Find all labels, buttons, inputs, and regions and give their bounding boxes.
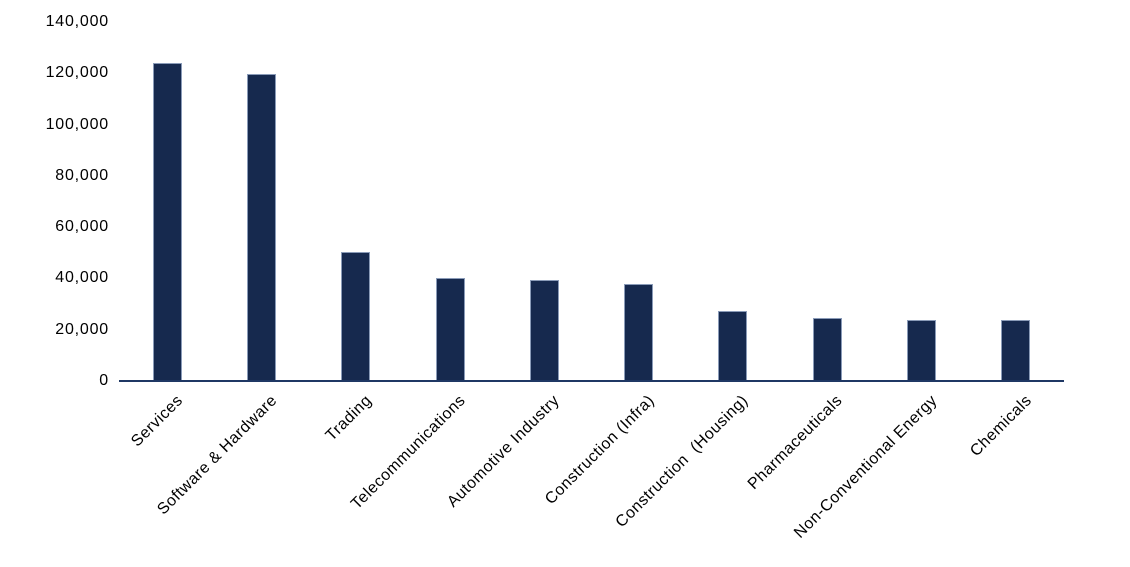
bar bbox=[529, 280, 559, 381]
y-axis-tick-label: 100,000 bbox=[45, 115, 109, 133]
y-axis-tick-label: 0 bbox=[99, 372, 109, 389]
y-axis-tick-label: 20,000 bbox=[55, 320, 109, 338]
y-axis-tick-label: 40,000 bbox=[55, 269, 109, 287]
x-axis-category-label: Pharmaceuticals bbox=[745, 392, 847, 493]
y-axis-tick-label: 120,000 bbox=[45, 64, 109, 82]
bar bbox=[1001, 320, 1031, 381]
bar bbox=[152, 63, 182, 381]
y-axis-tick-label: 60,000 bbox=[55, 218, 109, 236]
bar bbox=[341, 251, 371, 381]
y-axis-tick-label: 140,000 bbox=[45, 13, 109, 30]
x-axis-line bbox=[119, 380, 1064, 382]
bar bbox=[435, 278, 465, 381]
bar bbox=[246, 74, 276, 381]
bar bbox=[624, 283, 654, 381]
x-axis-category-label: Chemicals bbox=[966, 392, 1035, 461]
bar bbox=[812, 318, 842, 381]
x-axis-category-label: Trading bbox=[322, 392, 375, 445]
bar bbox=[718, 310, 748, 381]
y-axis-tick-label: 80,000 bbox=[55, 166, 109, 184]
bar bbox=[907, 319, 937, 381]
x-axis-category-label: Services bbox=[127, 392, 187, 451]
